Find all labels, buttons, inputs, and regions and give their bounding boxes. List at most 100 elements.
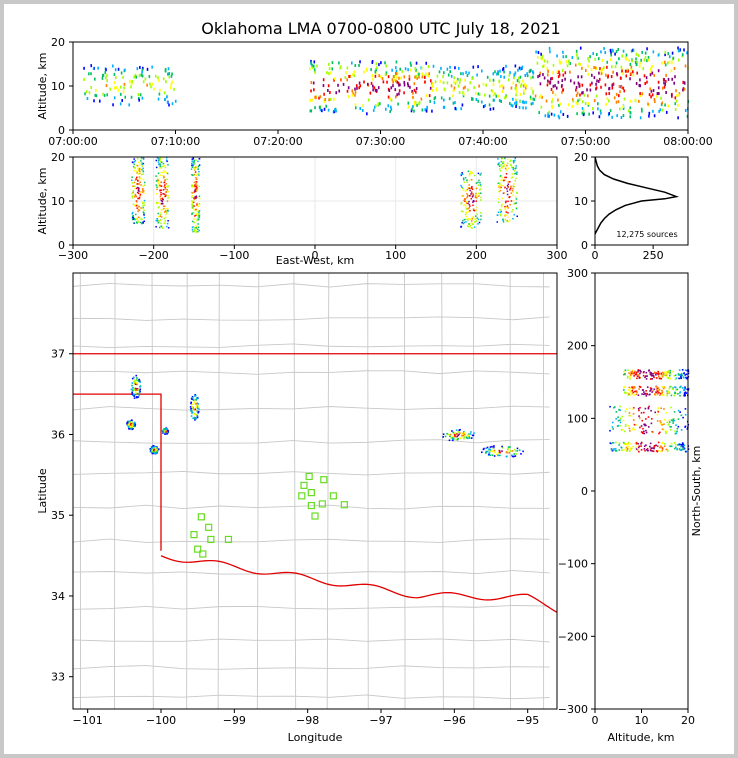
source-point bbox=[194, 169, 196, 171]
source-point bbox=[169, 86, 172, 90]
source-point bbox=[639, 92, 641, 96]
source-point bbox=[133, 163, 135, 166]
source-point bbox=[472, 208, 475, 210]
source-point bbox=[135, 187, 138, 190]
source-point bbox=[149, 82, 151, 86]
source-point bbox=[666, 373, 669, 376]
source-point bbox=[594, 66, 597, 70]
source-point bbox=[197, 230, 199, 233]
source-point bbox=[136, 158, 139, 160]
source-point bbox=[656, 392, 659, 395]
source-point bbox=[672, 420, 674, 422]
source-point bbox=[472, 97, 474, 101]
source-point bbox=[395, 60, 398, 64]
source-point bbox=[198, 185, 200, 188]
source-point bbox=[149, 448, 152, 450]
source-point bbox=[156, 157, 159, 159]
source-point bbox=[139, 385, 142, 387]
source-point bbox=[478, 179, 480, 182]
source-point bbox=[358, 63, 360, 67]
source-point bbox=[461, 221, 463, 224]
source-point bbox=[666, 371, 668, 373]
source-point bbox=[575, 88, 577, 92]
source-point bbox=[598, 71, 600, 75]
source-point bbox=[195, 406, 198, 409]
source-point bbox=[92, 67, 95, 71]
source-point bbox=[162, 162, 165, 165]
source-point bbox=[420, 66, 423, 70]
source-point bbox=[159, 165, 162, 168]
source-point bbox=[519, 92, 522, 96]
source-point bbox=[648, 114, 650, 118]
source-point bbox=[629, 450, 631, 452]
source-point bbox=[546, 60, 549, 64]
source-point bbox=[197, 165, 200, 167]
source-point bbox=[502, 184, 504, 187]
source-point bbox=[553, 113, 556, 117]
source-point bbox=[670, 406, 672, 409]
source-point bbox=[615, 441, 617, 444]
county-line bbox=[217, 272, 220, 710]
source-point bbox=[538, 74, 541, 78]
source-point bbox=[668, 421, 671, 423]
source-point bbox=[662, 428, 665, 431]
source-point bbox=[163, 91, 166, 95]
source-point bbox=[630, 387, 632, 390]
source-point bbox=[681, 374, 684, 377]
source-point bbox=[653, 376, 655, 379]
source-point bbox=[623, 370, 625, 373]
source-point bbox=[643, 74, 646, 78]
source-point bbox=[358, 81, 361, 85]
source-point bbox=[666, 375, 668, 378]
source-point bbox=[620, 428, 623, 431]
source-point bbox=[500, 164, 502, 166]
source-point bbox=[639, 426, 641, 429]
x-tick-label: −200 bbox=[139, 249, 169, 262]
source-point bbox=[630, 49, 633, 53]
source-point bbox=[153, 87, 155, 91]
source-point bbox=[415, 87, 418, 91]
source-point bbox=[130, 424, 133, 427]
source-point bbox=[637, 371, 639, 373]
source-point bbox=[666, 421, 669, 424]
source-point bbox=[166, 186, 169, 188]
source-point bbox=[139, 164, 141, 166]
source-point bbox=[644, 393, 646, 395]
source-point bbox=[161, 200, 164, 203]
source-point bbox=[193, 401, 196, 404]
source-point bbox=[198, 229, 201, 232]
source-point bbox=[645, 371, 648, 374]
source-point bbox=[666, 450, 669, 452]
source-point bbox=[536, 55, 539, 59]
source-point bbox=[328, 67, 331, 71]
source-point bbox=[677, 116, 679, 120]
source-point bbox=[639, 376, 642, 379]
source-point bbox=[466, 181, 469, 183]
source-point bbox=[106, 73, 108, 77]
source-point bbox=[547, 112, 549, 116]
source-point bbox=[663, 85, 666, 89]
source-point bbox=[143, 209, 145, 211]
source-point bbox=[363, 80, 365, 84]
source-point bbox=[163, 176, 165, 179]
source-point bbox=[473, 85, 475, 89]
source-point bbox=[446, 67, 449, 71]
source-point bbox=[631, 386, 633, 389]
source-point bbox=[509, 160, 511, 163]
source-point bbox=[173, 87, 175, 91]
source-point bbox=[198, 408, 200, 410]
source-point bbox=[630, 65, 633, 69]
source-point bbox=[130, 388, 133, 391]
source-point bbox=[503, 75, 506, 79]
source-point bbox=[504, 205, 506, 208]
source-point bbox=[674, 96, 677, 100]
source-point bbox=[380, 61, 382, 65]
source-point bbox=[638, 388, 640, 390]
source-point bbox=[666, 391, 669, 393]
source-point bbox=[635, 443, 638, 445]
source-point bbox=[582, 113, 585, 117]
source-point bbox=[592, 52, 595, 56]
source-point bbox=[670, 394, 673, 397]
x-axis-label: East-West, km bbox=[276, 254, 354, 267]
source-point bbox=[166, 432, 168, 435]
